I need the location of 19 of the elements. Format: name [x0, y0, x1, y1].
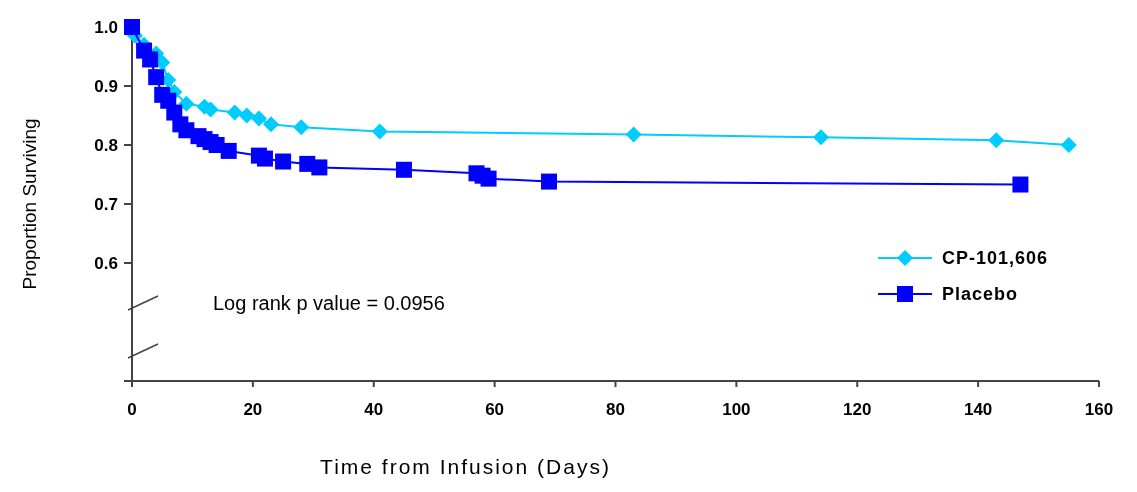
legend-label: CP-101,606	[942, 248, 1049, 269]
annotation: Log rank p value = 0.0956	[213, 292, 445, 314]
y-tick-label: 1.0	[94, 17, 118, 37]
x-tick-label: 100	[722, 400, 751, 419]
y-tick-label: 0.9	[94, 76, 118, 96]
y-tick-label: 0.6	[94, 253, 118, 273]
x-tick-label: 0	[127, 400, 137, 419]
x-tick-label: 40	[364, 400, 384, 419]
y-axis-title: Proportion Surviving	[19, 118, 40, 290]
x-tick-label: 120	[843, 400, 872, 419]
y-tick-label: 0.7	[94, 194, 118, 214]
y-tick-label: 0.8	[94, 135, 118, 155]
x-tick-label: 160	[1084, 400, 1114, 419]
x-tick-label: 20	[243, 400, 263, 419]
x-axis-title: Time from Infusion (Days)	[320, 455, 611, 478]
x-tick-label: 80	[606, 400, 625, 419]
x-tick-label: 140	[963, 400, 993, 419]
legend-label: Placebo	[942, 284, 1019, 305]
x-tick-label: 60	[485, 400, 505, 419]
